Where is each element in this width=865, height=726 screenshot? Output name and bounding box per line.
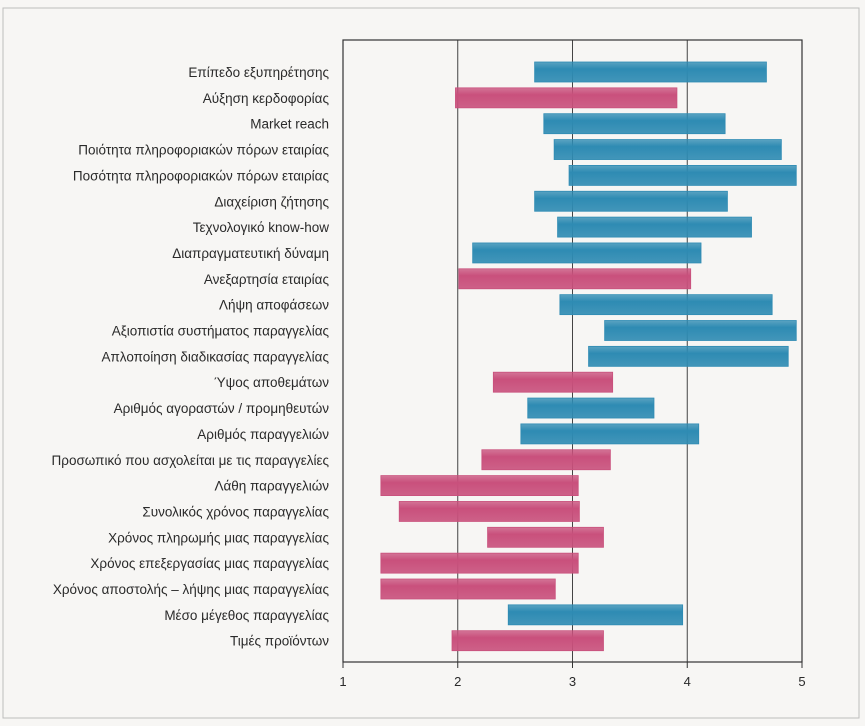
bar-12 — [492, 371, 614, 393]
bar-11 — [588, 345, 789, 367]
bar-4 — [568, 164, 797, 186]
category-label-14: Αριθμός παραγγελιών — [197, 427, 329, 442]
category-label-10: Αξιοπιστία συστήματος παραγγελίας — [112, 324, 330, 339]
category-label-6: Τεχνολογικό know-how — [193, 220, 330, 235]
category-label-8: Ανεξαρτησία εταιρίας — [204, 272, 330, 287]
category-labels: Επίπεδο εξυπηρέτησης Αύξηση κερδοφορίας Ma… — [52, 65, 330, 649]
axis-layer — [342, 39, 803, 668]
category-label-18: Χρόνος πληρωμής μιας παραγγελίας — [108, 530, 329, 545]
category-label-1: Αύξηση κερδοφορίας — [203, 91, 330, 106]
bar-18 — [487, 526, 604, 548]
category-label-12: Ύψος αποθεμάτων — [214, 375, 329, 390]
category-label-5: Διαχείριση ζήτησης — [214, 194, 329, 209]
bar-6 — [557, 216, 752, 238]
bar-3 — [553, 139, 782, 160]
x-tick-label-1: 1 — [339, 674, 346, 689]
category-label-7: Διαπραγματευτική δύναμη — [172, 246, 329, 261]
category-label-0: Επίπεδο εξυπηρέτησης — [188, 65, 329, 80]
bar-19 — [380, 552, 579, 574]
category-label-9: Λήψη αποφάσεων — [219, 298, 329, 313]
bar-8 — [458, 268, 692, 290]
bar-21 — [507, 604, 684, 626]
x-tick-labels: 1 2 3 4 5 — [339, 674, 805, 689]
bar-17 — [398, 501, 580, 522]
category-label-13: Αριθμός αγοραστών / προμηθευτών — [114, 401, 330, 416]
category-label-19: Χρόνος επεξεργασίας μιας παραγγελίας — [90, 556, 329, 571]
x-tick-label-3: 3 — [569, 674, 576, 689]
bar-22 — [451, 630, 604, 652]
category-label-15: Προσωπικό που ασχολείται με τις παραγγελ… — [52, 453, 330, 468]
category-label-20: Χρόνος αποστολής – λήψης μιας παραγγελία… — [53, 582, 330, 597]
bar-9 — [559, 294, 773, 316]
category-label-2: Market reach — [250, 117, 329, 132]
bar-1 — [455, 87, 678, 109]
bar-13 — [527, 397, 655, 419]
x-tick-label-2: 2 — [454, 674, 461, 689]
category-label-3: Ποιότητα πληροφοριακών πόρων εταιρίας — [78, 143, 329, 158]
bar-layer — [380, 61, 797, 652]
category-label-4: Ποσότητα πληροφοριακών πόρων εταιρίας — [73, 168, 330, 183]
category-label-16: Λάθη παραγγελιών — [214, 479, 329, 494]
bar-10 — [604, 320, 797, 341]
bar-2 — [543, 113, 726, 135]
bar-20 — [380, 578, 556, 600]
category-label-21: Μέσο μέγεθος παραγγελίας — [164, 608, 329, 623]
category-label-11: Απλοποίηση διαδικασίας παραγγελίας — [101, 349, 329, 364]
category-label-22: Τιμές προϊόντων — [230, 634, 329, 649]
bar-15 — [481, 449, 611, 471]
category-label-17: Συνολικός χρόνος παραγγελίας — [142, 504, 329, 519]
chart-frame — [2, 7, 860, 719]
bar-5 — [534, 190, 728, 212]
bar-7 — [472, 242, 702, 264]
x-tick-label-4: 4 — [684, 674, 691, 689]
bar-0 — [534, 61, 767, 83]
bar-14 — [520, 423, 700, 445]
x-tick-label-5: 5 — [798, 674, 805, 689]
bar-16 — [380, 475, 579, 497]
